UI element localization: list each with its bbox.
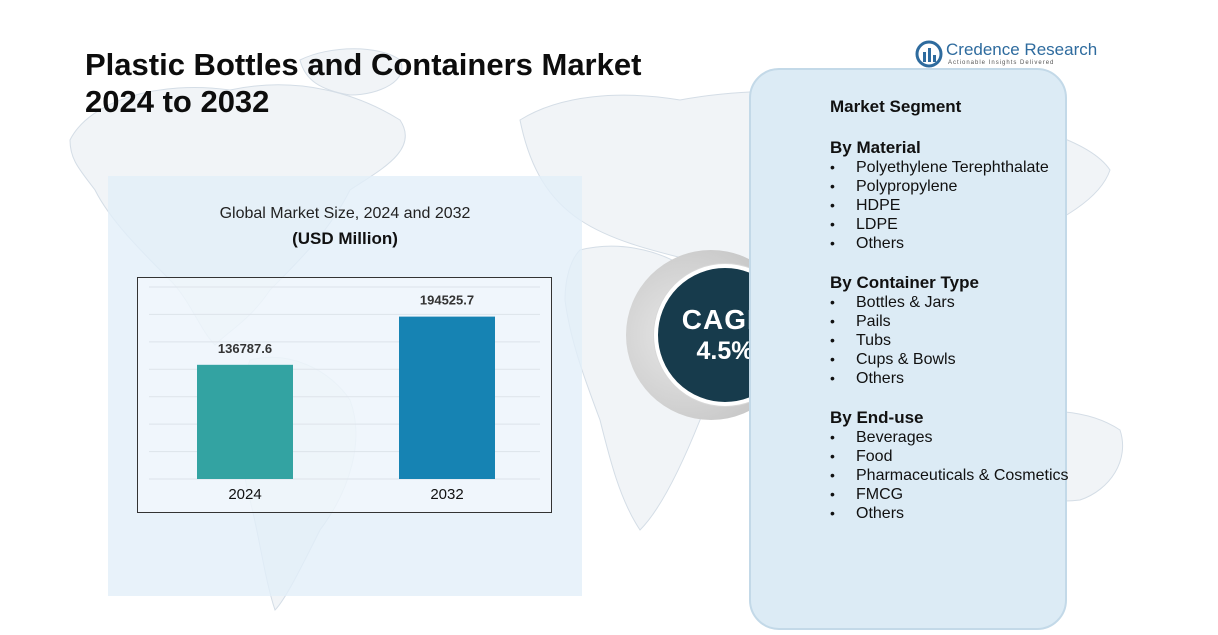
segment-item: Others <box>830 234 1070 253</box>
segment-group-title-end-use: By End-use <box>830 408 924 427</box>
segment-item: Food <box>830 447 1070 466</box>
segment-heading: Market Segment <box>830 97 962 116</box>
segment-list-end-use: Beverages Food Pharmaceuticals & Cosmeti… <box>830 428 1070 523</box>
segment-item: Others <box>830 504 1070 523</box>
page-title-line2: 2024 to 2032 <box>85 84 270 119</box>
brand-name: Credence Research <box>946 40 1098 59</box>
x-tick-label: 2032 <box>430 486 463 503</box>
segment-group-title-material: By Material <box>830 138 921 157</box>
segment-item: Beverages <box>830 428 1070 447</box>
segment-group-title-container-type: By Container Type <box>830 273 979 292</box>
brand-logo: Credence Research Actionable Insights De… <box>915 40 1097 68</box>
bar-value-label: 194525.7 <box>420 293 474 308</box>
segment-item: Pharmaceuticals & Cosmetics <box>830 466 1070 485</box>
segment-item: Polypropylene <box>830 177 1070 196</box>
page-title: Plastic Bottles and Containers Market 20… <box>85 46 641 120</box>
segment-item: LDPE <box>830 215 1070 234</box>
segment-item: Bottles & Jars <box>830 293 1070 312</box>
cagr-value: 4.5% <box>696 337 754 365</box>
x-tick-label: 2024 <box>228 486 261 503</box>
page-title-line1: Plastic Bottles and Containers Market <box>85 47 642 82</box>
segment-list-material: Polyethylene Terephthalate Polypropylene… <box>830 158 1070 253</box>
bar-value-label: 136787.6 <box>218 341 272 356</box>
chart-panel <box>108 176 582 596</box>
chart-title: Global Market Size, 2024 and 2032 <box>219 205 471 222</box>
market-segment-content: Market Segment By Material Polyethylene … <box>830 96 1070 543</box>
segment-item: HDPE <box>830 196 1070 215</box>
segment-item: Others <box>830 369 1070 388</box>
bar-chart: 136787.6 2024 194525.7 2032 <box>149 286 540 503</box>
chart-subtitle: (USD Million) <box>292 229 398 248</box>
segment-item: FMCG <box>830 485 1070 504</box>
segment-list-container-type: Bottles & Jars Pails Tubs Cups & Bowls O… <box>830 293 1070 388</box>
credence-logo-icon <box>915 40 943 68</box>
segment-item: Polyethylene Terephthalate <box>830 158 1070 177</box>
segment-item: Tubs <box>830 331 1070 350</box>
segment-item: Cups & Bowls <box>830 350 1070 369</box>
bar-2024 <box>197 364 293 479</box>
segment-item: Pails <box>830 312 1070 331</box>
brand-tagline: Actionable Insights Delivered <box>948 60 1055 66</box>
bar-2032 <box>399 316 495 479</box>
